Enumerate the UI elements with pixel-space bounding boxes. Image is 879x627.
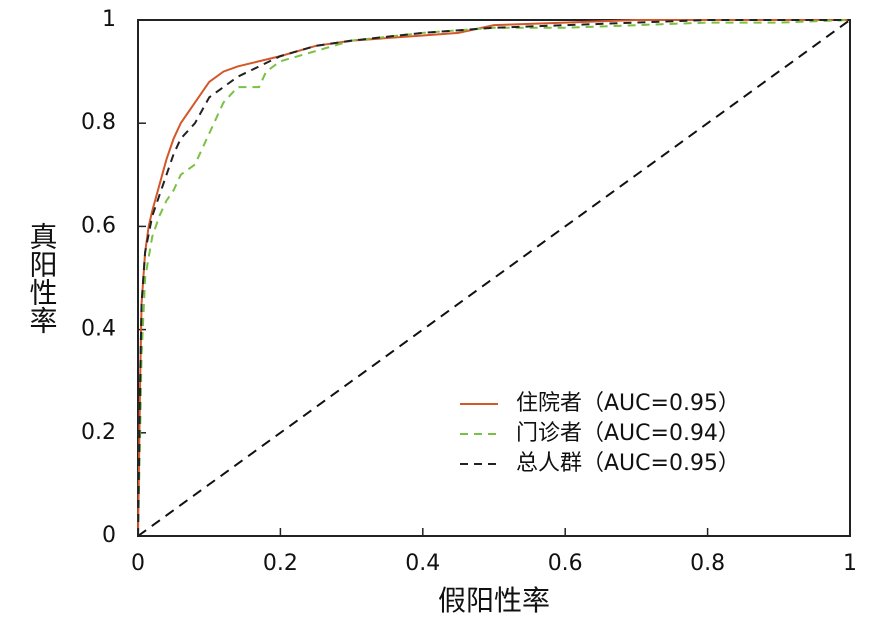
roc-line <box>137 19 851 537</box>
y-tick-label: 0 <box>102 523 116 548</box>
roc-line <box>137 19 850 537</box>
x-tick-label: 0.2 <box>263 551 298 576</box>
x-tick-label: 0.8 <box>690 551 725 576</box>
y-tick-label: 0.6 <box>81 213 116 238</box>
legend-label: 住院者（AUC=0.95） <box>516 391 740 416</box>
x-axis-title: 假阳性率 <box>438 584 550 617</box>
roc-line <box>137 19 850 537</box>
legend-label: 门诊者（AUC=0.94） <box>516 421 740 446</box>
y-tick-label: 1 <box>102 7 116 32</box>
plot-frame <box>137 19 851 537</box>
legend-label: 总人群（AUC=0.95） <box>516 451 740 476</box>
y-tick-label: 0.8 <box>81 110 116 135</box>
x-tick-label: 0 <box>131 551 145 576</box>
reference-diagonal <box>137 19 851 537</box>
x-tick-label: 0.6 <box>548 551 583 576</box>
y-axis-title: 真阳性率 <box>26 222 59 334</box>
y-tick-label: 0.2 <box>81 420 116 445</box>
y-tick-label: 0.4 <box>81 317 116 342</box>
x-tick-label: 0.4 <box>405 551 440 576</box>
x-tick-label: 1 <box>843 551 857 576</box>
